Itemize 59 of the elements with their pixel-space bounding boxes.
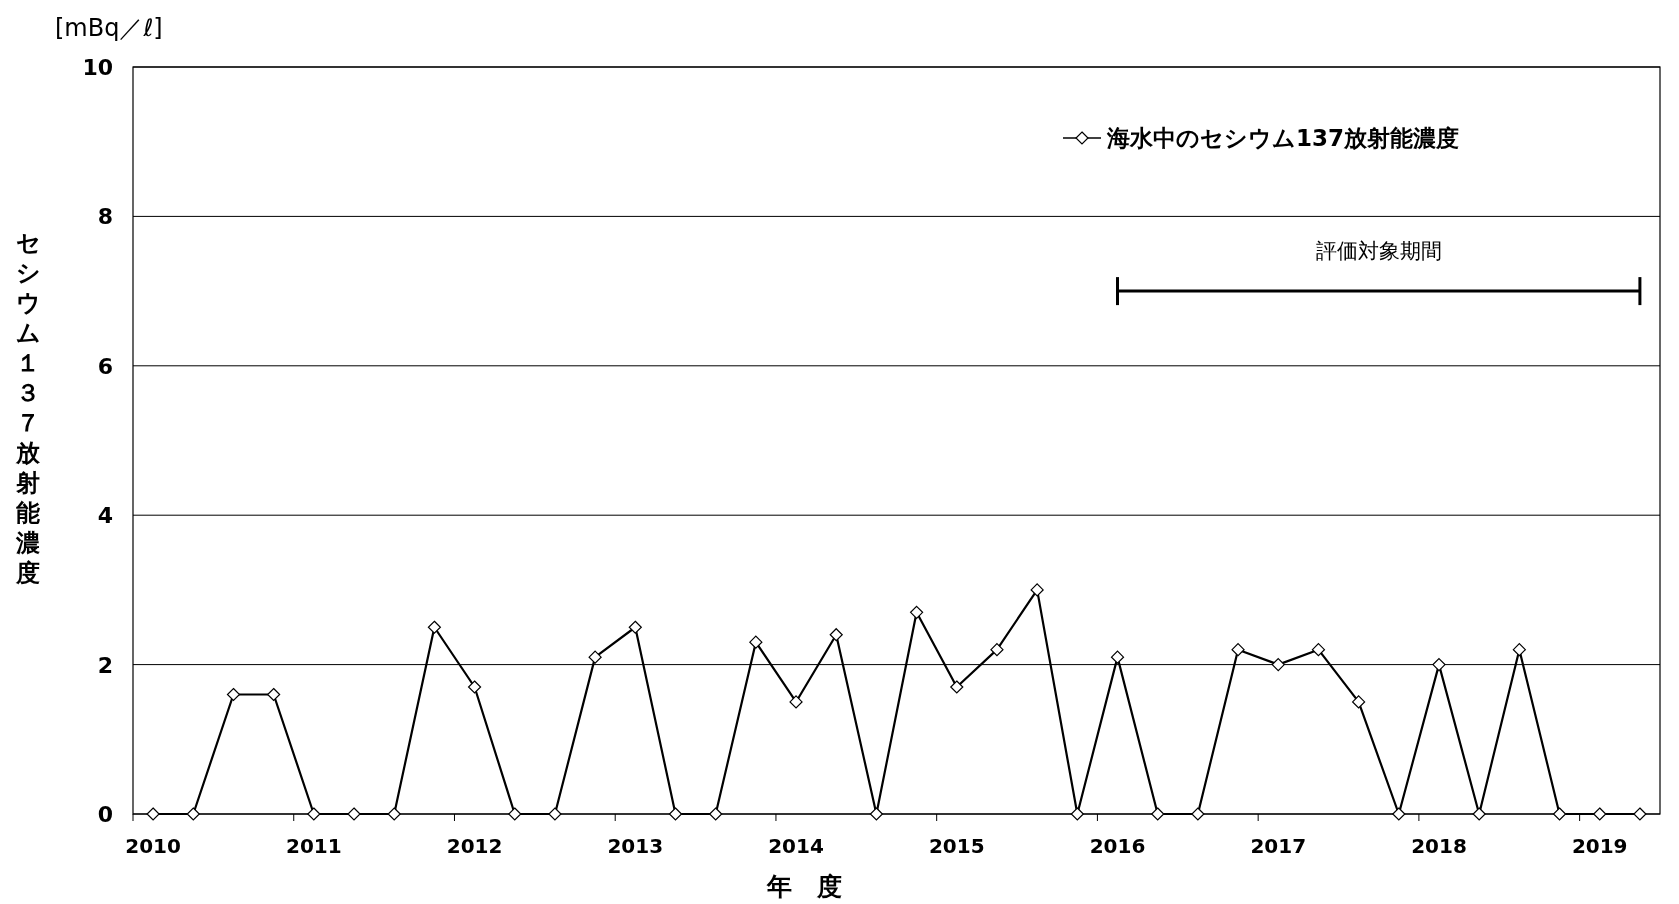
legend-label: 海水中のセシウム137放射能濃度	[1106, 125, 1460, 151]
point	[628, 620, 642, 634]
annotation: 評価対象期間	[1315, 239, 1442, 264]
point	[1271, 658, 1285, 672]
point	[789, 695, 803, 709]
point	[267, 687, 281, 702]
point	[990, 643, 1004, 657]
point	[1552, 807, 1567, 821]
point	[1191, 807, 1205, 821]
point	[1352, 695, 1366, 709]
point	[909, 605, 924, 619]
point	[869, 807, 884, 821]
y-tick-label: 8	[97, 204, 113, 230]
point	[1512, 643, 1526, 657]
point	[950, 680, 964, 694]
y-tick-label: 10	[82, 55, 113, 80]
point	[146, 807, 160, 821]
x-tick-label: 2013	[607, 834, 664, 858]
x-tick-label: 2016	[1089, 834, 1146, 858]
x-tick-label: 2010	[125, 834, 181, 858]
y-tick-label: 2	[97, 652, 113, 678]
point	[387, 807, 401, 821]
x-tick-label: 2014	[768, 834, 824, 858]
point	[226, 687, 241, 702]
x-tick-label: 2011	[285, 834, 342, 858]
point	[668, 807, 683, 821]
x-tick-label: 2015	[928, 834, 985, 858]
point	[1593, 807, 1607, 821]
point	[749, 635, 763, 649]
point	[1231, 643, 1245, 657]
x-axis-title: 年 度	[766, 872, 842, 901]
point	[347, 807, 361, 821]
point	[1030, 583, 1044, 597]
point	[1392, 807, 1406, 821]
point	[1110, 650, 1125, 664]
x-tick-label: 2018	[1411, 834, 1467, 858]
point	[508, 807, 522, 821]
text: セシウム１３７放射能濃度	[15, 228, 41, 587]
point	[1151, 807, 1165, 821]
point	[307, 807, 321, 821]
point	[548, 807, 562, 821]
point	[1432, 658, 1446, 672]
point	[1070, 807, 1084, 821]
text: [mBq／ℓ]	[55, 14, 163, 42]
point	[1311, 643, 1326, 657]
point	[829, 628, 843, 642]
x-tick-label: 2017	[1250, 834, 1307, 858]
point	[709, 807, 723, 821]
y-tick-label: 4	[97, 503, 113, 529]
point	[588, 650, 602, 664]
point	[1633, 807, 1647, 821]
point	[427, 620, 441, 634]
y-tick-label: 0	[97, 802, 113, 827]
x-tick-label: 2019	[1571, 834, 1628, 858]
point	[467, 680, 482, 694]
y-tick-label: 6	[97, 353, 113, 379]
point	[186, 807, 200, 821]
point	[1472, 807, 1486, 821]
x-tick-label: 2012	[446, 834, 503, 858]
